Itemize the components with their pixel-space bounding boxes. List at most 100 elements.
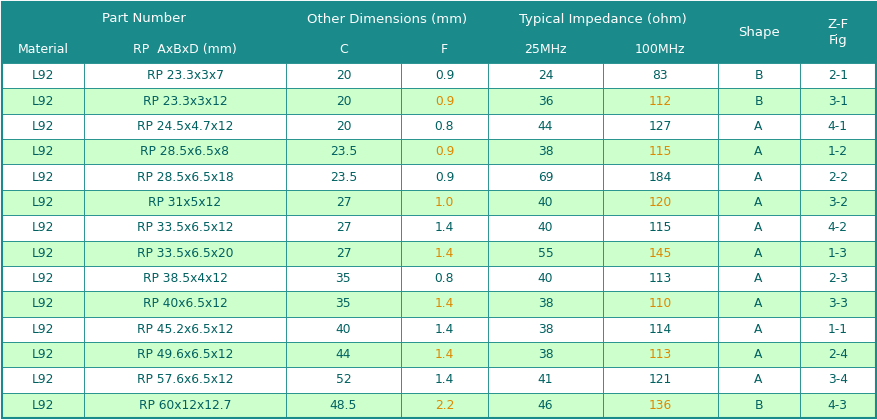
- Bar: [799, 393, 875, 418]
- Text: 2-2: 2-2: [827, 171, 847, 184]
- Bar: [286, 63, 400, 88]
- Bar: [488, 36, 602, 63]
- Text: RP 23.3x3x7: RP 23.3x3x7: [146, 69, 223, 82]
- Bar: [400, 291, 488, 317]
- Text: 40: 40: [537, 196, 553, 209]
- Text: 121: 121: [648, 373, 671, 386]
- Text: 27: 27: [335, 221, 351, 234]
- Text: 3-4: 3-4: [827, 373, 847, 386]
- Bar: [488, 114, 602, 139]
- Bar: [602, 241, 717, 266]
- Text: RP 24.5x4.7x12: RP 24.5x4.7x12: [137, 120, 233, 133]
- Bar: [2, 63, 84, 88]
- Text: L92: L92: [32, 297, 54, 310]
- Bar: [488, 215, 602, 241]
- Text: 23.5: 23.5: [330, 171, 357, 184]
- Text: 83: 83: [652, 69, 667, 82]
- Bar: [84, 317, 286, 342]
- Bar: [2, 266, 84, 291]
- Bar: [84, 114, 286, 139]
- Text: 52: 52: [335, 373, 351, 386]
- Bar: [286, 266, 400, 291]
- Bar: [2, 2, 286, 36]
- Bar: [2, 114, 84, 139]
- Bar: [2, 36, 84, 63]
- Text: L92: L92: [32, 221, 54, 234]
- Text: 27: 27: [335, 196, 351, 209]
- Bar: [602, 266, 717, 291]
- Text: 127: 127: [648, 120, 671, 133]
- Bar: [602, 114, 717, 139]
- Bar: [400, 342, 488, 367]
- Text: RP 38.5x4x12: RP 38.5x4x12: [142, 272, 227, 285]
- Text: 100MHz: 100MHz: [634, 43, 685, 56]
- Text: 1-1: 1-1: [827, 323, 847, 336]
- Text: 35: 35: [335, 297, 351, 310]
- Bar: [286, 215, 400, 241]
- Text: 0.9: 0.9: [434, 171, 453, 184]
- Bar: [488, 393, 602, 418]
- Bar: [286, 393, 400, 418]
- Bar: [84, 342, 286, 367]
- Text: 4-2: 4-2: [827, 221, 847, 234]
- Text: A: A: [753, 247, 762, 260]
- Text: RP 28.5x6.5x18: RP 28.5x6.5x18: [137, 171, 233, 184]
- Text: A: A: [753, 145, 762, 158]
- Text: A: A: [753, 373, 762, 386]
- Bar: [717, 215, 799, 241]
- Text: Z-F
Fig: Z-F Fig: [826, 18, 847, 47]
- Text: L92: L92: [32, 69, 54, 82]
- Bar: [286, 190, 400, 215]
- Bar: [799, 317, 875, 342]
- Bar: [2, 291, 84, 317]
- Bar: [286, 88, 400, 114]
- Bar: [84, 88, 286, 114]
- Text: 110: 110: [648, 297, 671, 310]
- Text: Typical Impedance (ohm): Typical Impedance (ohm): [518, 13, 686, 26]
- Text: L92: L92: [32, 145, 54, 158]
- Bar: [84, 63, 286, 88]
- Bar: [400, 139, 488, 164]
- Text: 184: 184: [648, 171, 671, 184]
- Text: 136: 136: [648, 399, 671, 412]
- Text: L92: L92: [32, 348, 54, 361]
- Text: 1.4: 1.4: [434, 323, 453, 336]
- Bar: [799, 342, 875, 367]
- Bar: [602, 164, 717, 190]
- Bar: [488, 291, 602, 317]
- Text: 114: 114: [648, 323, 671, 336]
- Bar: [286, 139, 400, 164]
- Text: 20: 20: [335, 94, 351, 108]
- Text: 36: 36: [537, 94, 553, 108]
- Text: 2-1: 2-1: [827, 69, 847, 82]
- Text: 3-2: 3-2: [827, 196, 847, 209]
- Bar: [799, 114, 875, 139]
- Text: 1.4: 1.4: [434, 373, 453, 386]
- Text: 41: 41: [537, 373, 553, 386]
- Bar: [602, 317, 717, 342]
- Bar: [286, 342, 400, 367]
- Bar: [799, 367, 875, 393]
- Text: L92: L92: [32, 94, 54, 108]
- Text: RP 57.6x6.5x12: RP 57.6x6.5x12: [137, 373, 233, 386]
- Bar: [717, 114, 799, 139]
- Bar: [799, 139, 875, 164]
- Text: 1-3: 1-3: [827, 247, 847, 260]
- Bar: [488, 2, 717, 36]
- Text: 0.8: 0.8: [434, 272, 453, 285]
- Text: 3-1: 3-1: [827, 94, 847, 108]
- Text: L92: L92: [32, 171, 54, 184]
- Bar: [717, 88, 799, 114]
- Text: A: A: [753, 348, 762, 361]
- Text: 2-3: 2-3: [827, 272, 847, 285]
- Bar: [2, 164, 84, 190]
- Bar: [84, 190, 286, 215]
- Text: 38: 38: [537, 323, 553, 336]
- Bar: [2, 139, 84, 164]
- Text: 1.4: 1.4: [434, 221, 453, 234]
- Text: F: F: [440, 43, 447, 56]
- Bar: [488, 266, 602, 291]
- Bar: [286, 114, 400, 139]
- Bar: [2, 342, 84, 367]
- Text: 0.9: 0.9: [434, 69, 453, 82]
